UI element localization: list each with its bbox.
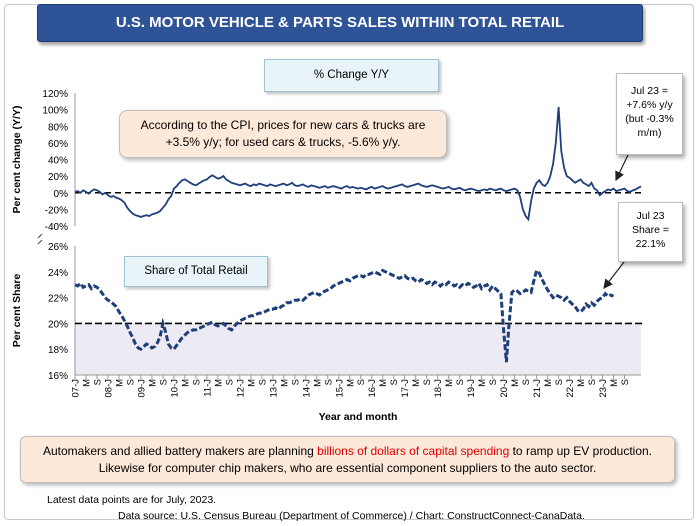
x-tick-label: 14-J xyxy=(301,379,312,398)
bottom-y-tick-label: 24% xyxy=(48,268,68,279)
bottom-y-tick-label: 16% xyxy=(48,371,68,382)
x-axis-title: Year and month xyxy=(319,411,398,423)
top-callout-arrow xyxy=(615,154,629,182)
x-tick-label: M xyxy=(81,379,92,387)
x-tick-label: 22-J xyxy=(565,379,576,398)
top-y-tick-label: -40% xyxy=(45,222,68,233)
x-tick-label: 20-J xyxy=(499,379,510,398)
ev-note-text: Automakers and allied battery makers are… xyxy=(42,444,318,458)
x-tick-label: M xyxy=(609,379,620,387)
axis-break-mark xyxy=(37,233,43,245)
top-y-tick-label: -20% xyxy=(45,205,68,216)
x-tick-label: S xyxy=(389,379,400,385)
x-tick-label: M xyxy=(477,379,488,387)
below-20-band xyxy=(75,323,641,375)
x-tick-label: M xyxy=(576,379,587,387)
bottom-y-tick-label: 18% xyxy=(48,345,68,356)
x-tick-label: 09-J xyxy=(136,379,147,398)
top-y-axis-title: Per cent change (Y/Y) xyxy=(11,106,23,214)
x-tick-label: S xyxy=(92,379,103,385)
top-y-tick-label: 100% xyxy=(42,106,68,117)
x-tick-label: S xyxy=(488,379,499,385)
x-tick-label: S xyxy=(554,379,565,385)
top-y-tick-label: 80% xyxy=(48,122,68,133)
x-tick-label: 19-J xyxy=(466,379,477,398)
x-tick-label: S xyxy=(521,379,532,385)
bottom-y-axis-title: Per cent Share xyxy=(11,274,23,348)
top-y-tick-label: 60% xyxy=(48,139,68,150)
ev-note: Automakers and allied battery makers are… xyxy=(20,436,675,483)
x-tick-label: M xyxy=(378,379,389,387)
x-tick-label: M xyxy=(114,379,125,387)
x-tick-label: 10-J xyxy=(169,379,180,398)
cpi-note: According to the CPI, prices for new car… xyxy=(119,110,447,158)
x-tick-label: M xyxy=(444,379,455,387)
bottom-callout-arrow xyxy=(603,261,625,289)
footer-latest: Latest data points are for July, 2023. xyxy=(47,494,217,506)
share-of-retail-chart: 16% 18% 20% 22% 24% 26% Per cent Share xyxy=(11,233,644,382)
x-tick-label: M xyxy=(147,379,158,387)
top-y-tick-label: 20% xyxy=(48,172,68,183)
top-y-tick-label: 120% xyxy=(42,89,68,100)
bottom-callout: Jul 23 Share = 22.1% xyxy=(618,202,683,262)
x-tick-label: S xyxy=(191,379,202,385)
bottom-y-tick-label: 26% xyxy=(48,242,68,253)
x-tick-label: M xyxy=(543,379,554,387)
x-tick-label: M xyxy=(180,379,191,387)
top-y-tick-label: 0% xyxy=(54,189,69,200)
x-tick-label: M xyxy=(246,379,257,387)
x-tick-label: 07-J xyxy=(71,379,82,398)
x-tick-label: S xyxy=(158,379,169,385)
bottom-y-tick-label: 22% xyxy=(48,294,68,305)
x-tick-label: S xyxy=(224,379,235,385)
ev-note-text-rest: to ramp up EV production. Likewise for c… xyxy=(98,444,653,475)
x-tick-label: M xyxy=(279,379,290,387)
x-tick-label: M xyxy=(510,379,521,387)
x-tick-label: 11-J xyxy=(202,379,213,397)
x-tick-label: 23-J xyxy=(598,379,609,398)
x-tick-label: M xyxy=(213,379,224,387)
yoy-series-line xyxy=(74,107,642,222)
x-tick-label: 12-J xyxy=(235,379,246,398)
x-tick-label: 21-J xyxy=(532,379,543,398)
bottom-panel-subtitle: Share of Total Retail xyxy=(124,256,268,287)
x-tick-label: S xyxy=(422,379,433,385)
bottom-y-tick-label: 20% xyxy=(48,319,68,330)
ev-note-highlight: billions of dollars of capital spending xyxy=(317,444,510,458)
top-y-tick-label: 40% xyxy=(48,156,68,167)
x-tick-label: 16-J xyxy=(367,379,378,398)
x-tick-label: S xyxy=(356,379,367,385)
x-tick-label: 18-J xyxy=(433,379,444,398)
x-axis: 07-J M S 08-J M S 09-J M S 10-J M S 11-J M S 12-J M S 13-J… xyxy=(71,375,631,423)
x-tick-label: M xyxy=(345,379,356,387)
footer-source: Data source: U.S. Census Bureau (Departm… xyxy=(118,510,585,522)
x-tick-label: S xyxy=(257,379,268,385)
x-tick-label: S xyxy=(323,379,334,385)
x-tick-label: S xyxy=(290,379,301,385)
x-tick-label: 15-J xyxy=(334,379,345,398)
x-tick-label: 13-J xyxy=(268,379,279,398)
x-tick-label: 17-J xyxy=(400,379,411,398)
callout-arrows xyxy=(603,154,629,289)
x-tick-label: S xyxy=(125,379,136,385)
top-panel-subtitle: % Change Y/Y xyxy=(264,59,439,92)
chart-banner-title: U.S. MOTOR VEHICLE & PARTS SALES WITHIN … xyxy=(37,4,643,42)
x-tick-label: S xyxy=(455,379,466,385)
share-series-line xyxy=(74,267,615,363)
x-tick-label: S xyxy=(587,379,598,385)
yoy-change-chart: -40% -20% 0% 20% 40% 60% 80% 100% 120% Per cent c… xyxy=(11,89,644,233)
x-tick-label: 08-J xyxy=(103,379,114,398)
top-callout: Jul 23 = +7.6% y/y (but -0.3% m/m) xyxy=(616,73,683,155)
x-tick-label: S xyxy=(620,379,631,385)
x-tick-label: M xyxy=(312,379,323,387)
x-tick-label: M xyxy=(411,379,422,387)
